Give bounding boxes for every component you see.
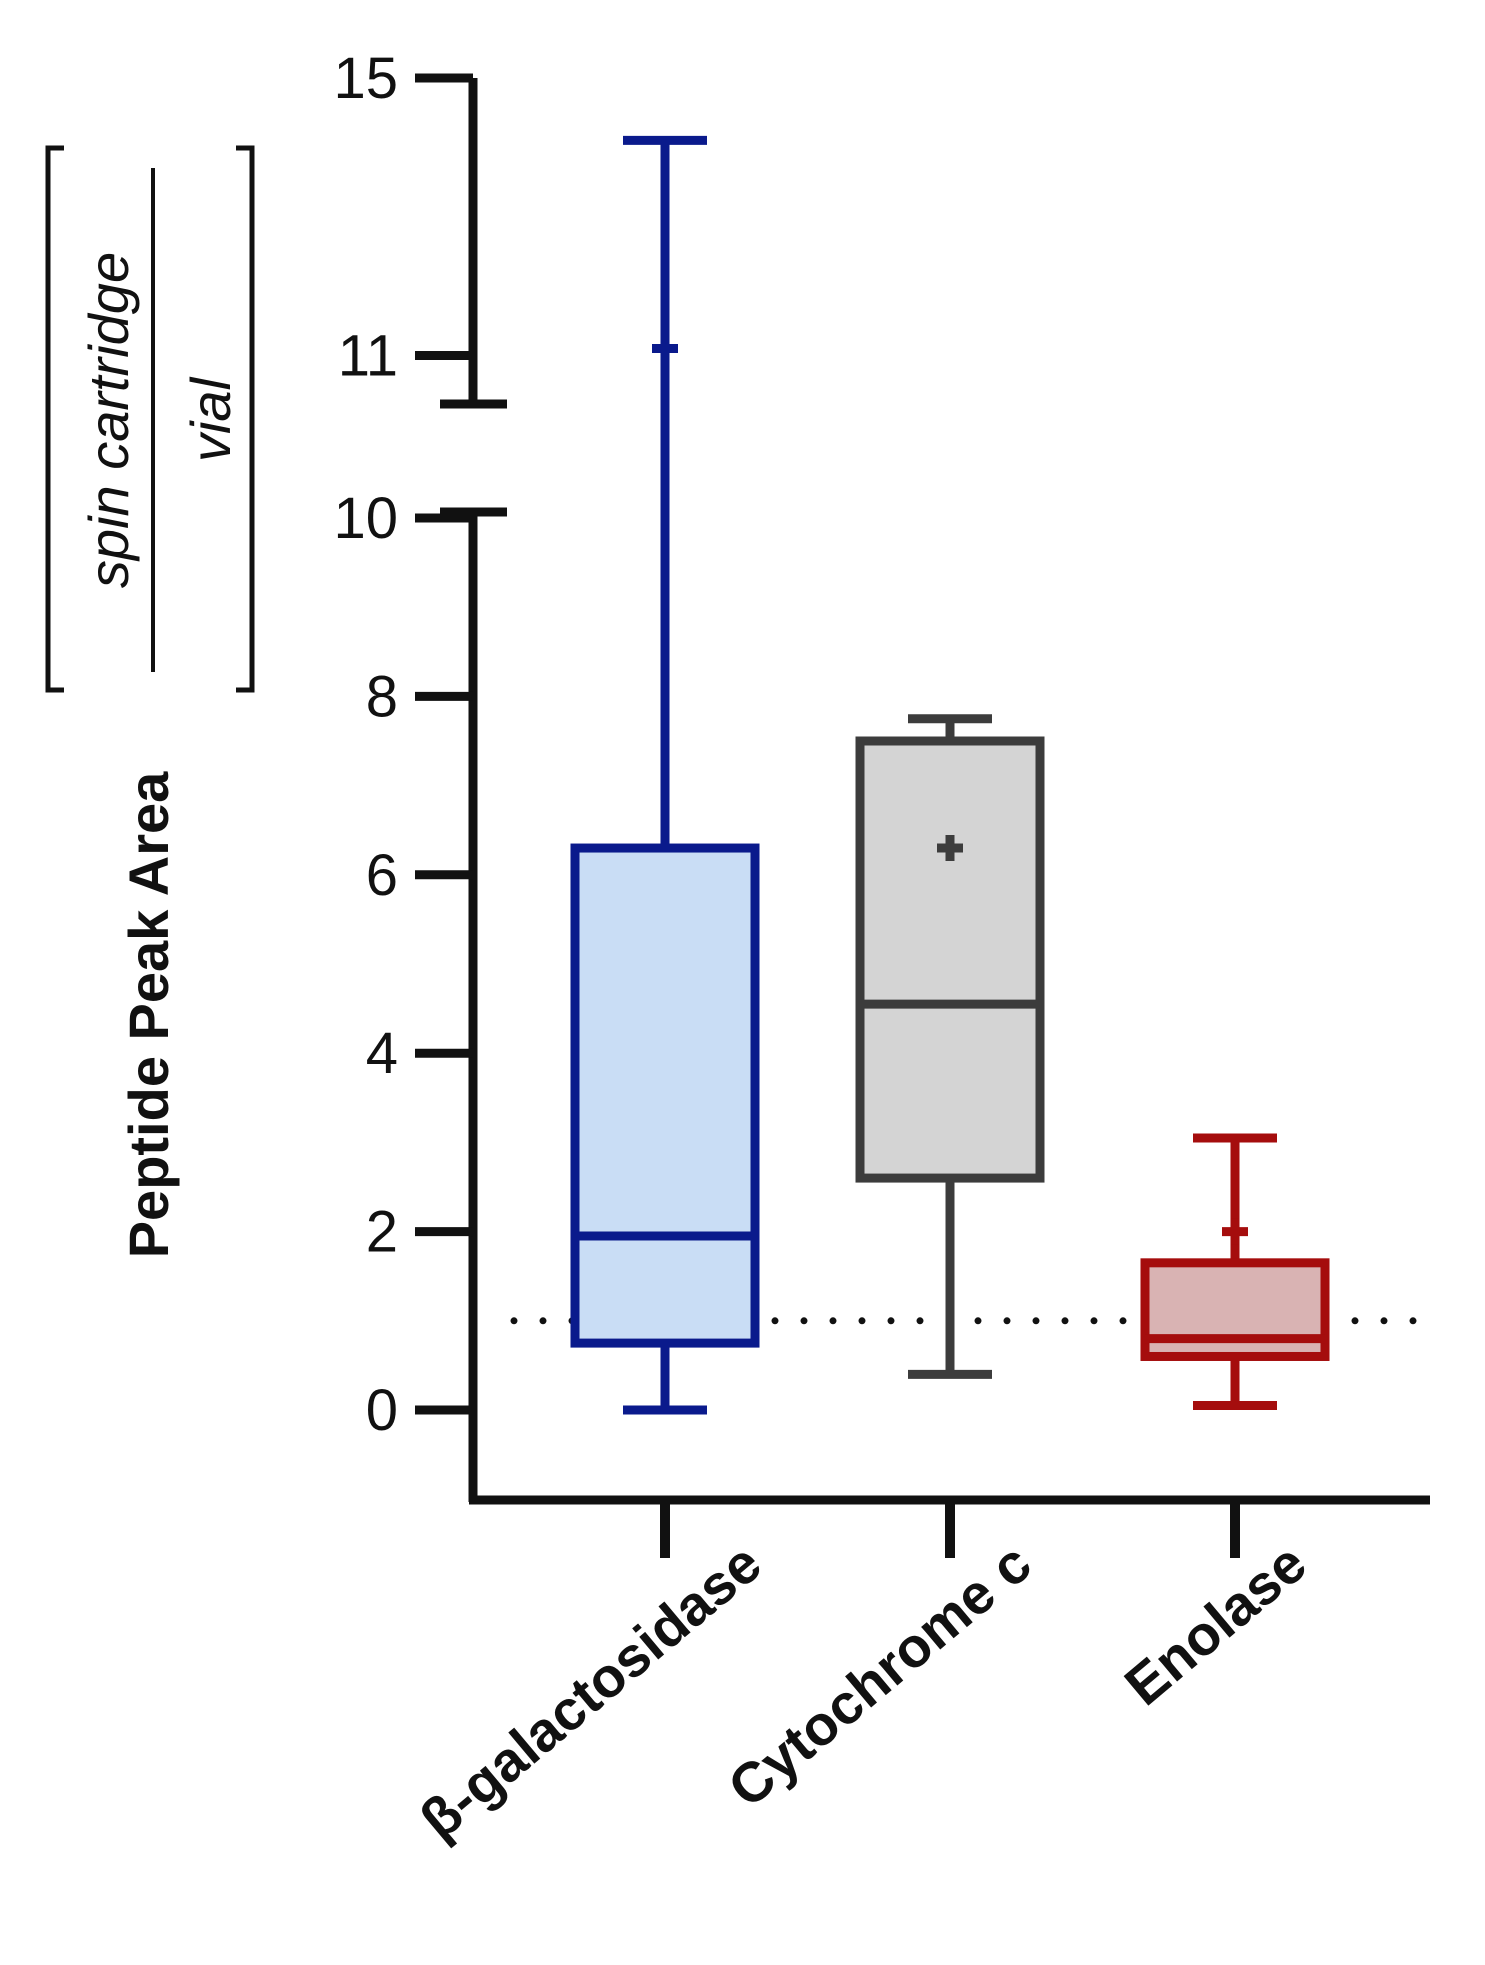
y-axis-label: Peptide Peak Area spin cartridge vial xyxy=(45,145,255,1258)
y-tick-label: 4 xyxy=(366,1021,398,1086)
box-iqr xyxy=(570,843,760,1348)
y-tick-label: 11 xyxy=(338,323,398,388)
y-tick-label: 2 xyxy=(366,1200,398,1265)
category-label: Enolase xyxy=(1113,1531,1318,1717)
box-Cytochrome c xyxy=(855,714,1045,1379)
box-Enolase xyxy=(1140,1133,1330,1411)
box-β-galactosidase xyxy=(570,135,760,1415)
bracket-right xyxy=(236,145,255,693)
y-tick-label: 6 xyxy=(366,843,398,908)
bracket-left xyxy=(45,145,64,693)
category-label: β-galactosidase xyxy=(408,1531,773,1851)
x-axis-ticks xyxy=(660,1500,1240,1558)
y-axis-label-denominator: vial xyxy=(179,376,242,462)
y-tick-label: 0 xyxy=(366,1378,398,1443)
y-tick-label: 8 xyxy=(366,664,398,729)
y-axis-ticks: 0 2 4 6 8 10 11 15 xyxy=(333,46,473,1443)
boxes xyxy=(570,135,1330,1415)
y-tick-label: 10 xyxy=(333,486,398,551)
y-axis-label-main: Peptide Peak Area xyxy=(117,771,180,1258)
y-tick-label: 15 xyxy=(333,46,398,111)
box-iqr xyxy=(855,736,1045,1183)
y-axis-label-numerator: spin cartridge xyxy=(77,252,140,588)
